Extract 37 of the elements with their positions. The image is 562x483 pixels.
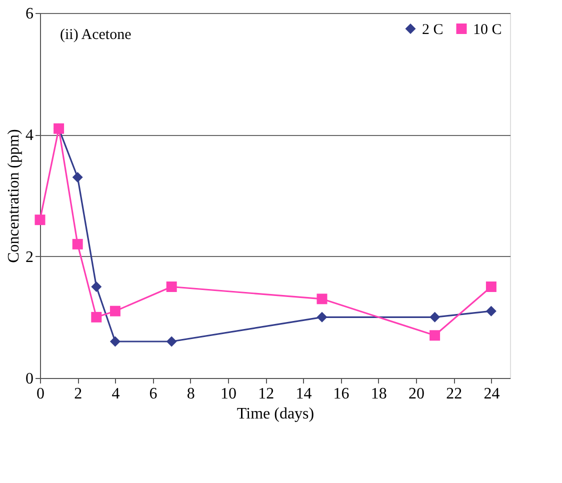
y-tick-label: 0 <box>26 370 34 388</box>
x-tick-label: 6 <box>149 386 158 402</box>
point <box>430 312 440 322</box>
x-tick-label: 16 <box>333 386 350 402</box>
x-axis-title: Time (days) <box>236 406 314 422</box>
point <box>110 306 120 316</box>
point <box>110 336 120 347</box>
point <box>316 294 328 304</box>
x-tick-label: 8 <box>186 386 195 402</box>
y-tick-label: 4 <box>26 127 34 144</box>
x-tick-label: 24 <box>484 386 500 402</box>
legend-label: 2 C <box>422 22 444 38</box>
x-tick-label: 14 <box>296 386 312 402</box>
y-axis-title: Concentration (ppm) <box>6 129 22 263</box>
point <box>91 282 102 292</box>
y-tick-label: 2 <box>26 248 34 266</box>
x-tick-label: 0 <box>36 386 44 402</box>
point <box>72 238 83 250</box>
legend-label: 10 C <box>473 22 502 38</box>
x-tick-label: 20 <box>408 386 424 402</box>
x-tick-label: 18 <box>370 386 387 402</box>
x-tick-label: 4 <box>112 386 120 402</box>
point <box>91 312 102 322</box>
x-tick-label: 22 <box>446 386 462 402</box>
point <box>34 214 46 226</box>
point <box>166 282 177 292</box>
x-tick-label: 2 <box>74 386 82 402</box>
point <box>430 330 440 341</box>
point <box>72 172 83 182</box>
x-tick-label: 10 <box>220 386 236 402</box>
point <box>486 306 496 316</box>
point <box>486 282 496 292</box>
point <box>166 336 177 347</box>
x-tick-label: 12 <box>258 386 274 402</box>
annotation: (ii) Acetone <box>60 27 132 43</box>
y-tick-label: 6 <box>26 6 34 22</box>
point <box>316 312 328 322</box>
